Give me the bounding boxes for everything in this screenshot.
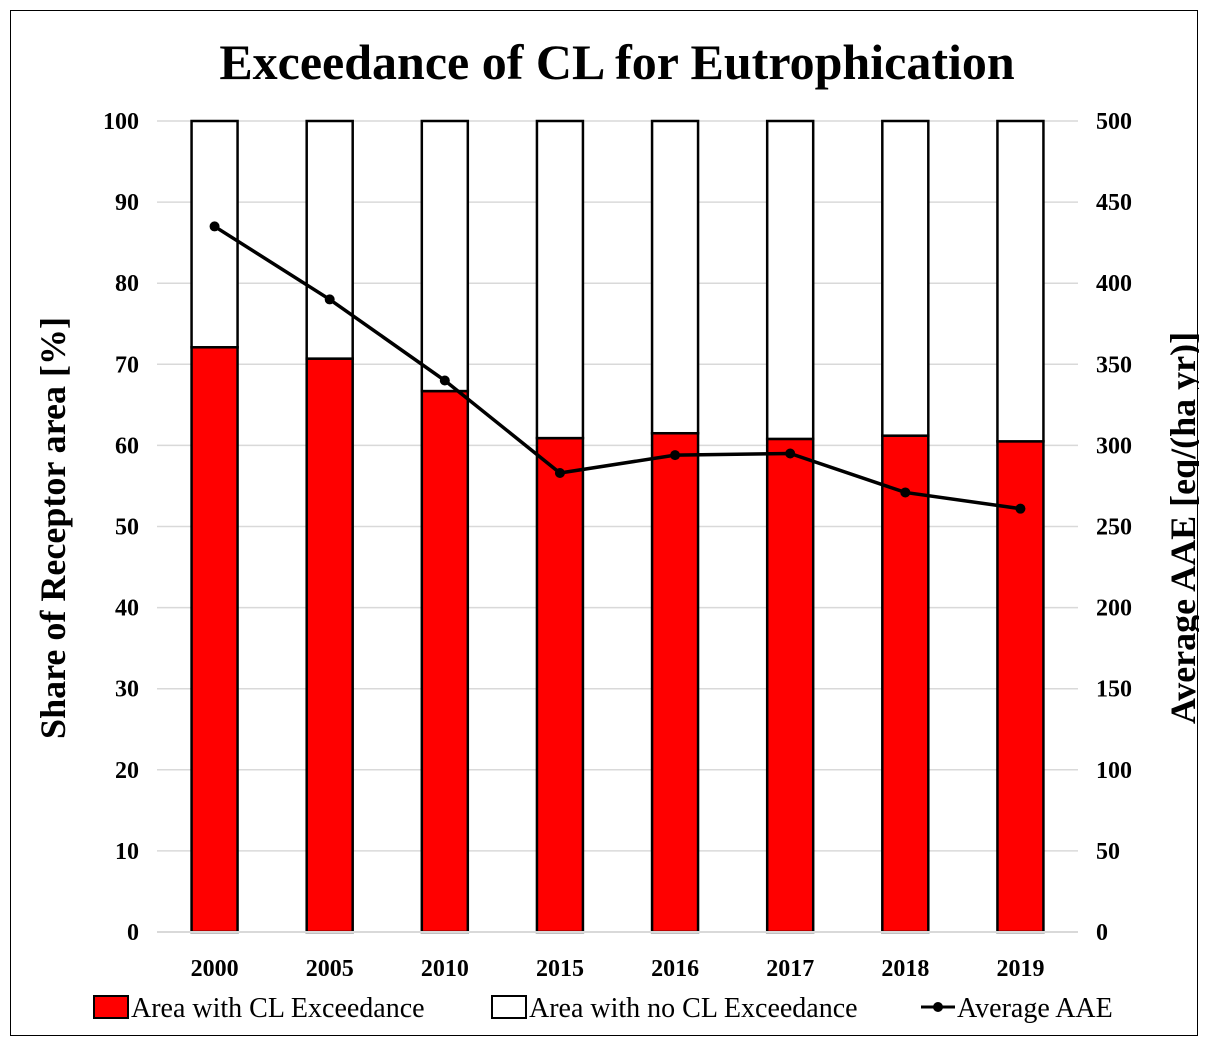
legend-label-average-aae: Average AAE <box>957 993 1113 1024</box>
point-average-aae-2018 <box>900 487 911 498</box>
bar-no-exceedance-2018 <box>881 119 930 437</box>
bar-exceedance-2017 <box>765 437 815 934</box>
y-tick-80: 80 <box>115 271 139 297</box>
y2-tick-labels: 0 50 100 150 200 250 300 350 400 450 500 <box>1096 109 1132 946</box>
bar-no-exceedance-2019 <box>996 119 1045 443</box>
y2-tick-500: 500 <box>1096 109 1132 135</box>
legend-swatch-no-exceedance <box>491 995 527 1019</box>
x-tick-2010: 2010 <box>421 956 469 982</box>
y2-axis-label: Average AAE [eq/(ha yr)] <box>1163 332 1199 724</box>
y2-tick-250: 250 <box>1096 515 1132 541</box>
point-average-aae-2016 <box>670 450 681 461</box>
line-average-aae <box>213 224 1021 511</box>
y2-tick-100: 100 <box>1096 758 1132 784</box>
bar-no-exceedance-2000 <box>190 119 239 349</box>
legend-swatch-exceedance <box>93 995 129 1019</box>
y2-tick-0: 0 <box>1096 920 1108 946</box>
point-average-aae-2005 <box>324 294 335 305</box>
y2-tick-300: 300 <box>1096 433 1132 459</box>
legend-item-average-aae: Average AAE <box>921 993 1113 1024</box>
x-tick-2017: 2017 <box>766 956 814 982</box>
bar-no-exceedance-2015 <box>535 119 585 440</box>
point-average-aae-2017 <box>785 448 796 459</box>
bar-exceedance-2010 <box>420 389 470 934</box>
y-tick-20: 20 <box>115 758 139 784</box>
y-axis-label: Share of Receptor area [%] <box>33 317 73 739</box>
x-tick-labels: 2000 2005 2010 2015 2016 2017 2018 2019 <box>191 956 1045 982</box>
x-tick-2016: 2016 <box>651 956 699 982</box>
y-tick-50: 50 <box>115 515 139 541</box>
x-tick-2005: 2005 <box>306 956 354 982</box>
y2-tick-200: 200 <box>1096 596 1132 622</box>
x-tick-2000: 2000 <box>191 956 239 982</box>
y2-tick-450: 450 <box>1096 190 1132 216</box>
bar-no-exceedance-2005 <box>305 119 354 360</box>
y2-tick-400: 400 <box>1096 271 1132 297</box>
bar-exceedance-2019 <box>996 440 1045 934</box>
bar-exceedance-2016 <box>650 431 700 934</box>
y-tick-10: 10 <box>115 839 139 865</box>
chart-frame: Exceedance of CL for Eutrophication 0 10 2… <box>10 10 1199 1036</box>
legend-item-exceedance: Area with CL Exceedance <box>93 993 425 1024</box>
bar-exceedance-2005 <box>305 357 354 934</box>
x-tick-2015: 2015 <box>536 956 584 982</box>
legend-label-exceedance: Area with CL Exceedance <box>131 993 425 1024</box>
gridlines <box>157 120 1078 852</box>
legend: Area with CL Exceedance Area with no CL … <box>93 993 1113 1024</box>
bar-no-exceedance-2010 <box>420 119 470 393</box>
chart-title: Exceedance of CL for Eutrophication <box>219 34 1015 90</box>
y-tick-labels: 0 10 20 30 40 50 60 70 80 90 100 <box>103 109 139 946</box>
x-tick-2018: 2018 <box>881 956 929 982</box>
legend-label-no-exceedance: Area with no CL Exceedance <box>529 993 858 1024</box>
x-tick-2019: 2019 <box>996 956 1044 982</box>
y-tick-40: 40 <box>115 596 139 622</box>
y-tick-60: 60 <box>115 433 139 459</box>
y-tick-30: 30 <box>115 677 139 703</box>
point-average-aae-2015 <box>554 467 565 478</box>
y-tick-100: 100 <box>103 109 139 135</box>
legend-item-no-exceedance: Area with no CL Exceedance <box>491 993 858 1024</box>
chart: Exceedance of CL for Eutrophication 0 10 2… <box>33 34 1199 1024</box>
bar-exceedance-2000 <box>190 346 239 934</box>
bar-no-exceedance-2016 <box>650 119 700 435</box>
legend-marker-average-aae <box>933 1002 943 1012</box>
y-tick-0: 0 <box>127 920 139 946</box>
bar-exceedance-2018 <box>881 434 930 934</box>
line-series <box>209 221 1026 514</box>
point-average-aae-2000 <box>209 221 220 232</box>
point-average-aae-2010 <box>439 375 450 386</box>
y2-tick-350: 350 <box>1096 352 1132 378</box>
y-tick-90: 90 <box>115 190 139 216</box>
y2-tick-150: 150 <box>1096 677 1132 703</box>
y-tick-70: 70 <box>115 352 139 378</box>
point-average-aae-2019 <box>1015 503 1026 514</box>
bar-no-exceedance-2017 <box>765 119 815 441</box>
bar-exceedance-2015 <box>535 436 585 934</box>
y2-tick-50: 50 <box>1096 839 1120 865</box>
